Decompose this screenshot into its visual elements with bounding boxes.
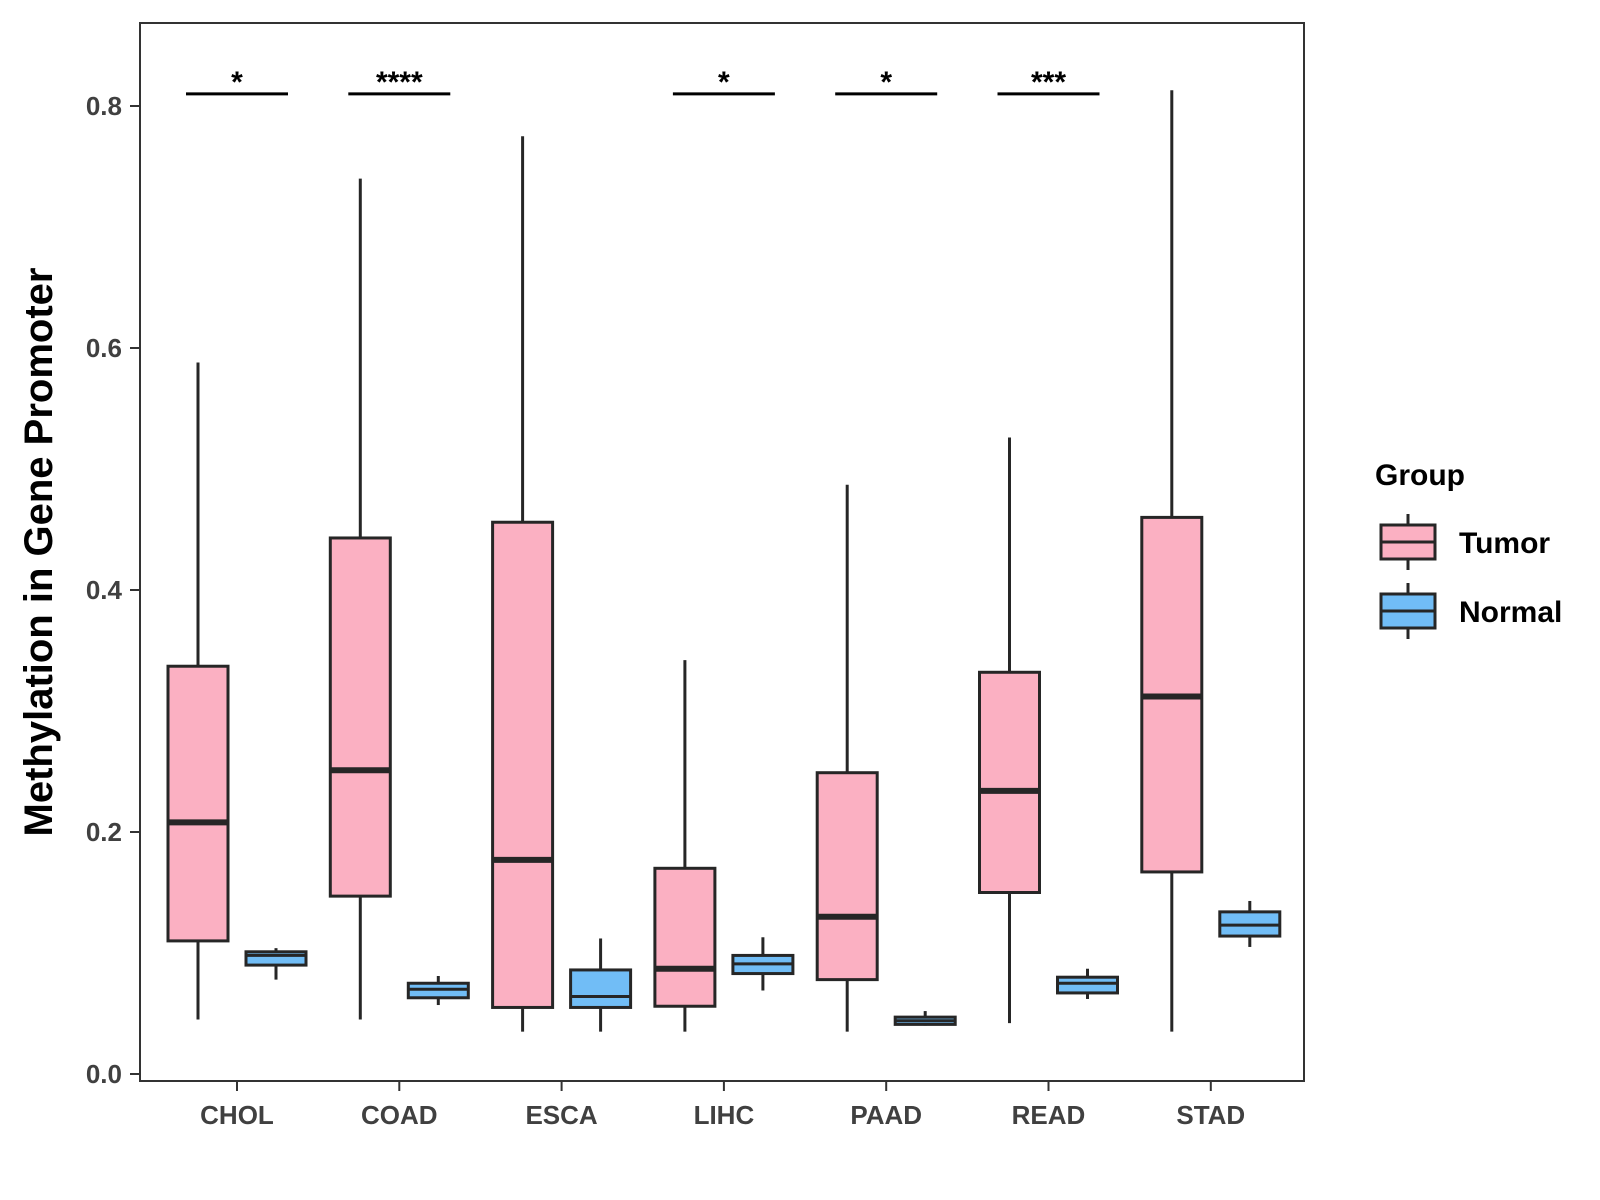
x-tick-label: COAD	[361, 1100, 438, 1130]
box-tumor-esca	[491, 136, 555, 1032]
box-normal-lihc	[731, 937, 795, 991]
significance-layer: * **** * * ***	[186, 66, 1100, 99]
box-iqr	[569, 968, 633, 1009]
significance-label: *	[718, 66, 730, 99]
box-layer	[166, 90, 1282, 1032]
x-tick-label: STAD	[1176, 1100, 1245, 1130]
box-normal-chol	[244, 948, 308, 980]
box-iqr	[328, 536, 392, 898]
box-iqr	[978, 670, 1041, 895]
box-iqr	[244, 950, 308, 967]
y-tick-label: 0.8	[86, 91, 122, 121]
y-tick-label: 0.2	[86, 817, 122, 847]
box-normal-esca	[569, 938, 633, 1032]
y-tick-label: 0.4	[86, 575, 123, 605]
box-tumor-coad	[328, 178, 392, 1020]
box-normal-paad	[893, 1011, 957, 1026]
y-axis: 0.0 0.2 0.4 0.6 0.8	[86, 91, 140, 1089]
x-tick-label: ESCA	[525, 1100, 597, 1130]
significance-label: ****	[376, 66, 423, 99]
significance-label: *	[880, 66, 892, 99]
box-iqr	[1056, 975, 1119, 995]
box-iqr	[491, 520, 555, 1009]
box-tumor-paad	[815, 484, 879, 1032]
significance-label: ***	[1031, 66, 1066, 99]
box-tumor-chol	[166, 362, 230, 1020]
box-normal-stad	[1218, 900, 1282, 947]
plot-panel	[139, 22, 1305, 1082]
box-iqr	[166, 664, 230, 943]
significance-label: *	[231, 66, 243, 99]
y-tick-label: 0.0	[86, 1059, 122, 1089]
y-axis-title: Methylation in Gene Promoter	[17, 268, 61, 837]
box-tumor-read	[978, 437, 1041, 1024]
legend-label-normal: Normal	[1459, 596, 1562, 629]
box-tumor-lihc	[653, 660, 717, 1032]
y-tick-label: 0.6	[86, 333, 122, 363]
legend: Group Tumor Normal	[1375, 459, 1562, 639]
box-iqr	[653, 866, 717, 1008]
box-tumor-stad	[1140, 90, 1204, 1032]
box-normal-coad	[406, 975, 470, 1006]
legend-key-tumor	[1379, 514, 1437, 570]
legend-label-tumor: Tumor	[1459, 527, 1550, 560]
box-iqr	[815, 771, 879, 982]
x-tick-label: CHOL	[200, 1100, 274, 1130]
legend-key-normal	[1379, 583, 1437, 639]
x-axis: CHOL COAD ESCA LIHC PAAD READ STAD	[200, 1081, 1245, 1130]
box-normal-read	[1056, 968, 1119, 999]
legend-title: Group	[1375, 459, 1465, 492]
x-tick-label: PAAD	[850, 1100, 922, 1130]
x-tick-label: READ	[1012, 1100, 1086, 1130]
x-tick-label: LIHC	[694, 1100, 755, 1130]
